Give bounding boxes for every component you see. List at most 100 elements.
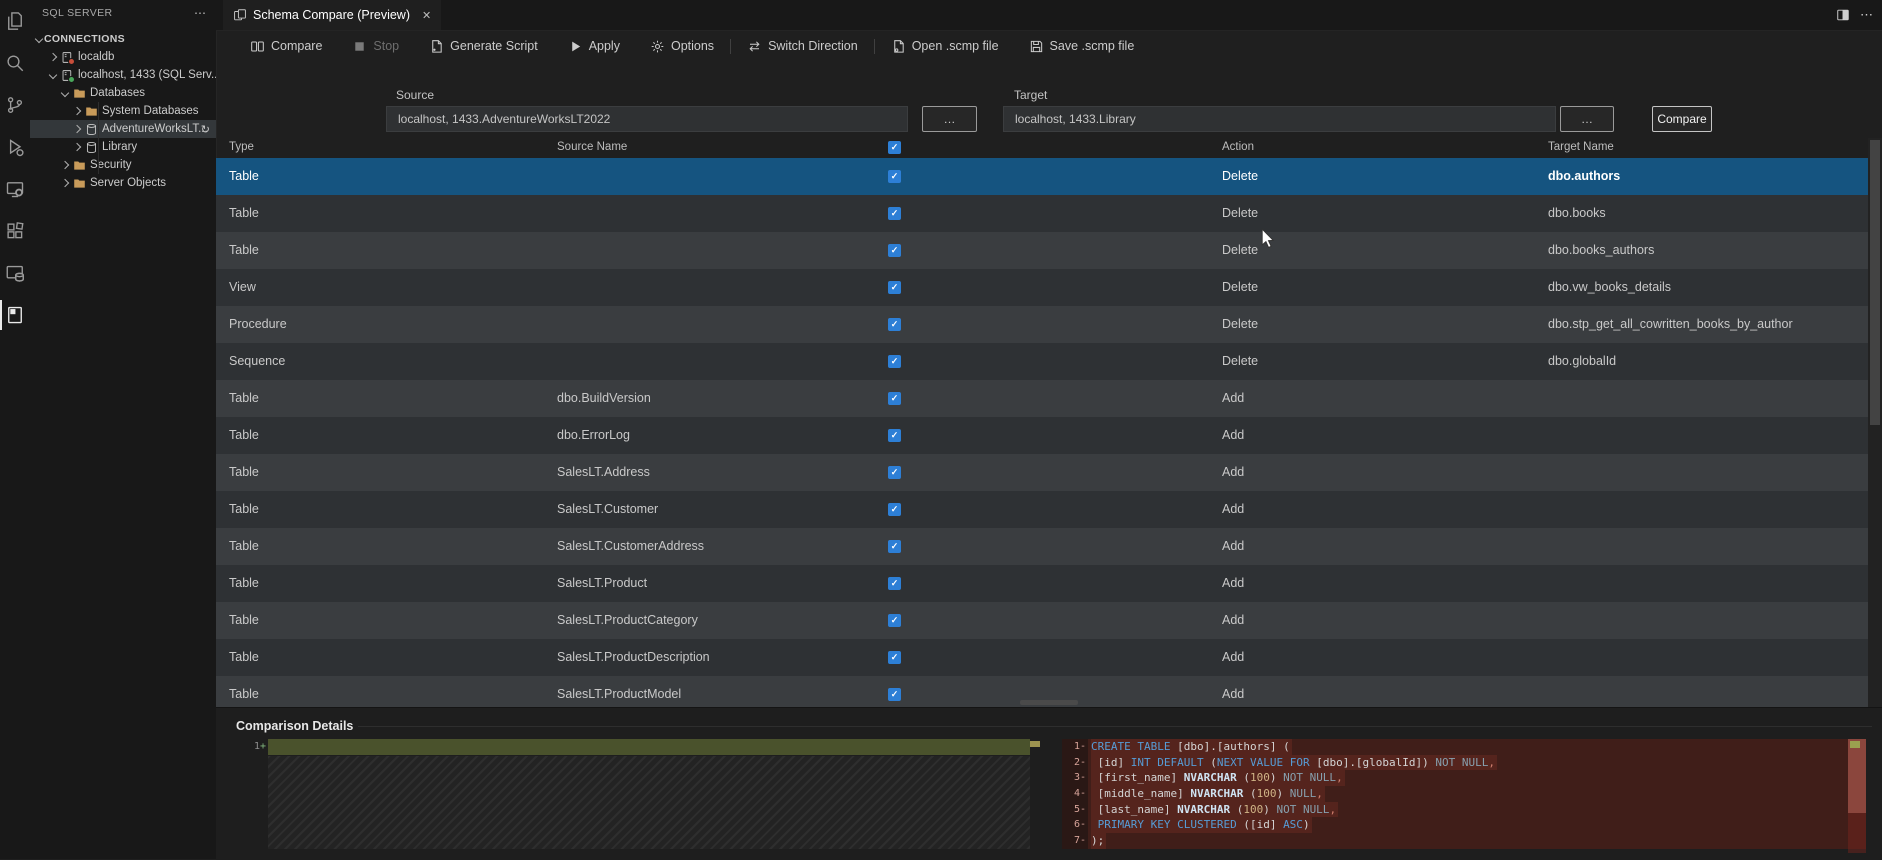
table-row[interactable]: Table Delete dbo.books [216,195,1868,232]
tree-item-library[interactable]: Library [30,138,216,156]
save-scmp-file-button[interactable]: Save .scmp file [1029,39,1134,54]
scrollbar-thumb[interactable] [1848,739,1866,813]
row-checkbox[interactable] [888,170,901,183]
tab-close-icon[interactable]: ✕ [422,9,432,22]
row-checkbox[interactable] [888,466,901,479]
table-row[interactable]: Table SalesLT.ProductCategory Add [216,602,1868,639]
chevron-right-icon[interactable] [60,160,70,170]
table-row[interactable]: Table SalesLT.Address Add [216,454,1868,491]
target-browse-button[interactable]: … [1560,106,1614,132]
table-row[interactable]: Table SalesLT.CustomerAddress Add [216,528,1868,565]
diff-sign: - [1080,786,1088,802]
table-row[interactable]: Table Delete dbo.authors [216,158,1868,195]
chevron-down-icon[interactable] [48,70,58,80]
diff-sign: + [260,741,267,752]
target-diff-editor[interactable]: 1- CREATE TABLE [dbo].[authors] (2- [id] … [1062,739,1866,853]
tree-item-server-objects[interactable]: Server Objects [30,174,216,192]
cell-type: Table [229,243,259,257]
grid-horizontal-scrollbar[interactable] [1020,700,1078,705]
cell-type: Table [229,169,259,183]
tree-section-connections[interactable]: CONNECTIONS [30,30,216,48]
table-row[interactable]: Table Delete dbo.books_authors [216,232,1868,269]
row-checkbox[interactable] [888,651,901,664]
row-checkbox[interactable] [888,540,901,553]
explorer-activity-button[interactable] [0,0,30,42]
open-scmp-file-button[interactable]: Open .scmp file [891,39,999,54]
source-diff-editor[interactable]: 1 + [236,739,1044,853]
toolbar-item-label: Options [670,39,715,53]
no-lines-hatch-region [268,756,1030,849]
source-browse-button[interactable]: … [922,106,977,132]
tree-item-system-databases[interactable]: System Databases [30,102,216,120]
chevron-right-icon[interactable] [72,106,82,116]
chevron-down-icon[interactable] [60,88,70,98]
tree-item-localdb[interactable]: localdb [30,48,216,66]
row-checkbox[interactable] [888,318,901,331]
compare-button[interactable]: Compare [250,39,322,54]
tree-item-label: Library [102,141,138,153]
toolbar-item-label: Switch Direction [768,39,858,53]
row-checkbox[interactable] [888,577,901,590]
tab-schema-compare[interactable]: Schema Compare (Preview) ✕ [223,0,442,30]
table-row[interactable]: Table SalesLT.ProductDescription Add [216,639,1868,676]
apply-button[interactable]: Apply [568,39,620,54]
table-row[interactable]: Table SalesLT.Product Add [216,565,1868,602]
toolbar-separator [730,38,732,54]
row-checkbox[interactable] [888,392,901,405]
cell-type: Table [229,465,259,479]
chevron-right-icon[interactable] [72,124,82,134]
tree-item-label: AdventureWorksLT... [102,123,208,135]
source-code-line: 1 + [236,739,1044,755]
row-checkbox[interactable] [888,614,901,627]
stop-button[interactable]: Stop [352,39,399,54]
options-button[interactable]: Options [650,39,714,54]
tree-indent-guide [98,102,99,174]
switch-direction-button[interactable]: Switch Direction [747,39,858,54]
grid-vertical-scrollbar[interactable] [1868,138,1882,707]
source-input[interactable]: localhost, 1433.AdventureWorksLT2022 [386,106,908,132]
tree-item-localhost-1433-sql-serv[interactable]: localhost, 1433 (SQL Serv... [30,66,216,84]
row-checkbox[interactable] [888,429,901,442]
table-row[interactable]: View Delete dbo.vw_books_details [216,269,1868,306]
database-projects-activity-button[interactable] [0,294,30,336]
sidebar-more-button[interactable]: ⋯ [194,6,206,20]
editor-more-actions-icon[interactable]: ⋯ [1860,7,1874,22]
split-editor-icon[interactable] [1836,8,1850,22]
run-debug-activity-button[interactable] [0,126,30,168]
remote-explorer-activity-button[interactable] [0,168,30,210]
table-row[interactable]: Table dbo.BuildVersion Add [216,380,1868,417]
mssql-activity-button[interactable] [0,252,30,294]
cell-action: Delete [1222,280,1259,294]
table-row[interactable]: Table SalesLT.Customer Add [216,491,1868,528]
table-row[interactable]: Sequence Delete dbo.globalId [216,343,1868,380]
chevron-right-icon[interactable] [72,142,82,152]
tree-item-security[interactable]: Security [30,156,216,174]
row-checkbox[interactable] [888,688,901,701]
row-checkbox[interactable] [888,244,901,257]
chevron-right-icon[interactable] [48,52,58,62]
row-checkbox[interactable] [888,207,901,220]
compare-button[interactable]: Compare [1652,106,1712,132]
line-number: 4 [1062,786,1080,802]
header-checkbox[interactable] [888,141,901,154]
extensions-activity-button[interactable] [0,210,30,252]
search-activity-button[interactable] [0,42,30,84]
target-input[interactable]: localhost, 1433.Library [1003,106,1556,132]
chevron-right-icon[interactable] [60,178,70,188]
tree-item-databases[interactable]: Databases [30,84,216,102]
tree-item-adventureworkslt[interactable]: AdventureWorksLT... ↻ [30,120,216,138]
target-label: Target [1014,88,1048,102]
cell-action: Add [1222,391,1245,405]
generate-script-button[interactable]: Generate Script [429,39,538,54]
toolbar-item-label: Apply [588,39,620,53]
cell-action: Add [1222,650,1245,664]
row-checkbox[interactable] [888,281,901,294]
row-checkbox[interactable] [888,503,901,516]
cell-target-name: dbo.books [1548,206,1606,220]
chevron-down-icon[interactable] [34,34,44,44]
table-row[interactable]: Procedure Delete dbo.stp_get_all_cowritten… [216,306,1868,343]
table-row[interactable]: Table dbo.ErrorLog Add [216,417,1868,454]
row-checkbox[interactable] [888,355,901,368]
source-control-activity-button[interactable] [0,84,30,126]
target-diff-scrollbar[interactable] [1848,739,1866,853]
